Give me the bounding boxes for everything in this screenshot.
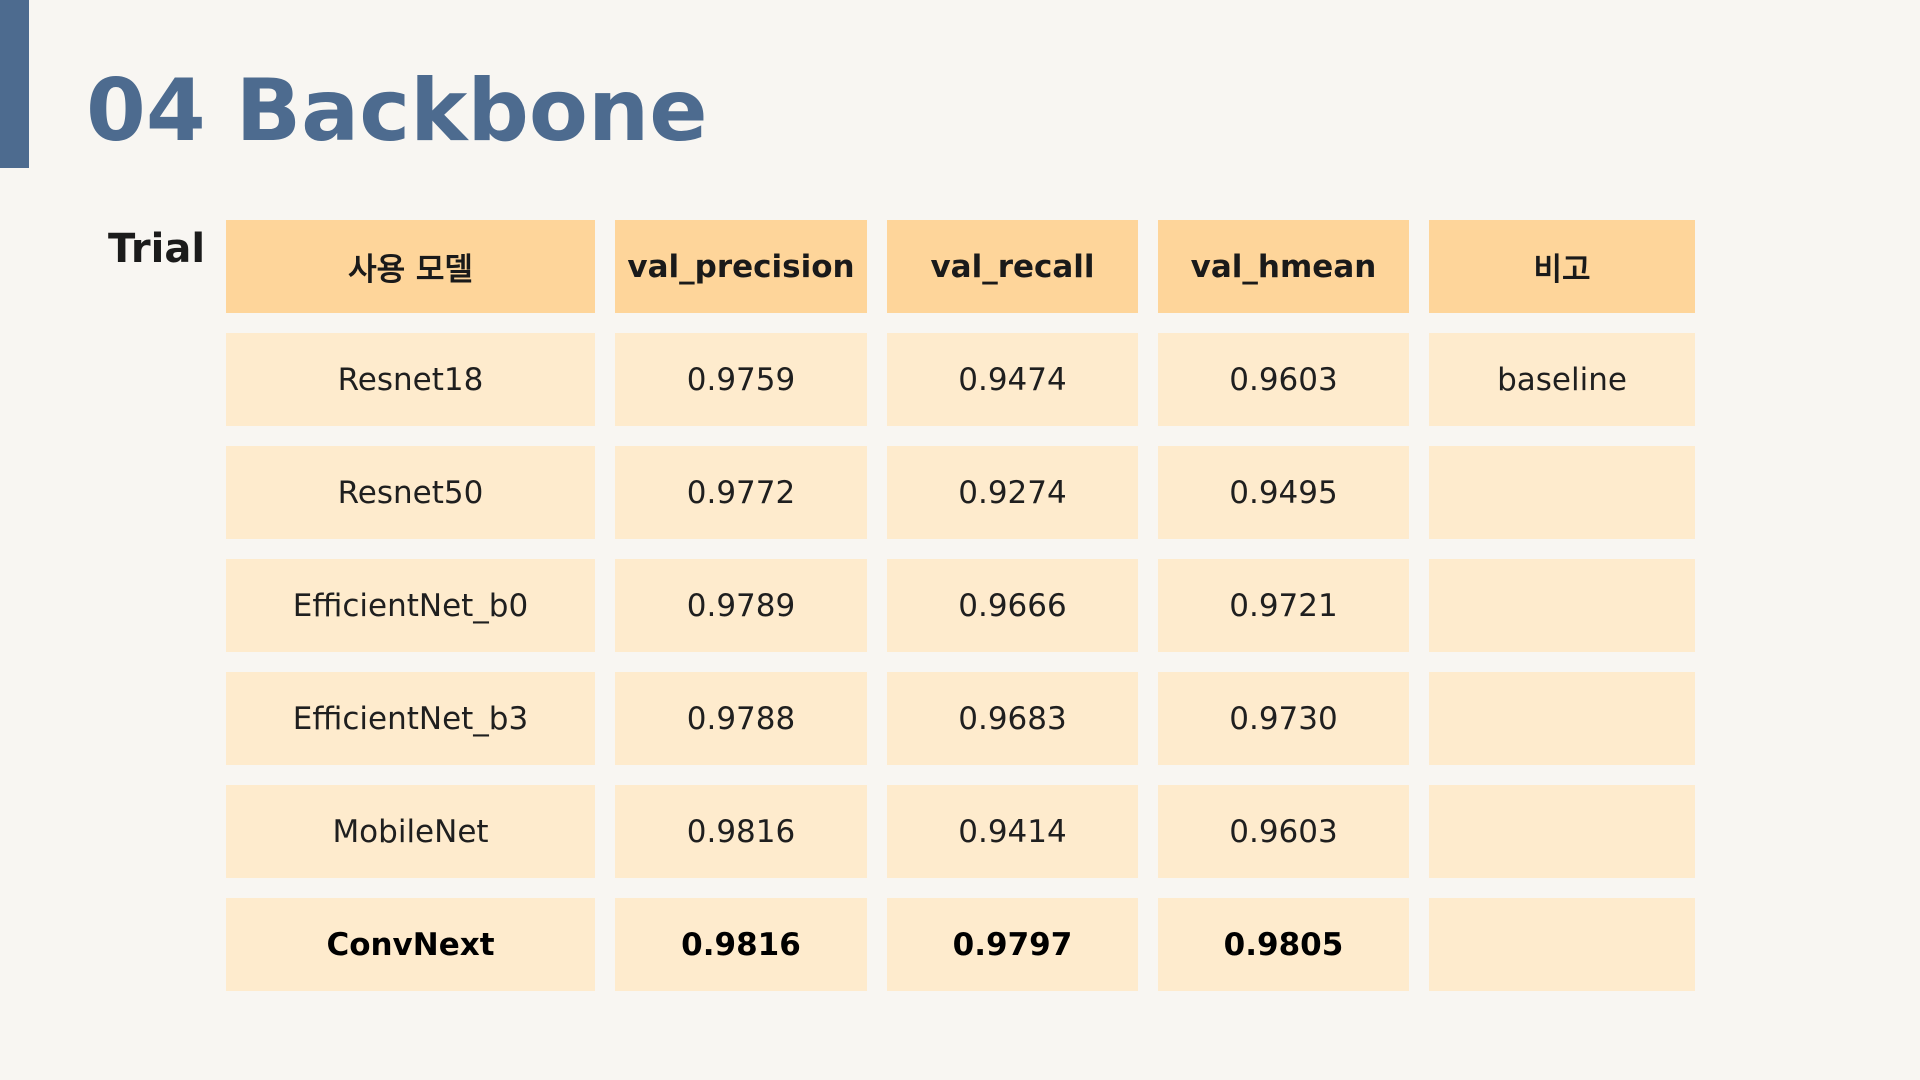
cell-note: [1429, 559, 1695, 652]
slide-title: 04 Backbone: [86, 61, 708, 161]
cell-val-hmean: 0.9721: [1158, 559, 1409, 652]
cell-model: MobileNet: [226, 785, 595, 878]
cell-model: Resnet50: [226, 446, 595, 539]
cell-val-precision: 0.9759: [615, 333, 867, 426]
cell-val-precision: 0.9816: [615, 785, 867, 878]
cell-val-recall-best: 0.9797: [887, 898, 1138, 991]
results-table: 사용 모델 val_precision val_recall val_hmean…: [226, 220, 1695, 991]
cell-model: EfficientNet_b0: [226, 559, 595, 652]
header-val-hmean: val_hmean: [1158, 220, 1409, 313]
cell-note: [1429, 672, 1695, 765]
cell-model: Resnet18: [226, 333, 595, 426]
cell-val-precision: 0.9772: [615, 446, 867, 539]
cell-note: baseline: [1429, 333, 1695, 426]
header-val-recall: val_recall: [887, 220, 1138, 313]
header-val-precision: val_precision: [615, 220, 867, 313]
cell-val-precision-best: 0.9816: [615, 898, 867, 991]
cell-val-recall: 0.9474: [887, 333, 1138, 426]
cell-val-recall: 0.9683: [887, 672, 1138, 765]
cell-val-hmean: 0.9730: [1158, 672, 1409, 765]
cell-val-hmean-best: 0.9805: [1158, 898, 1409, 991]
cell-val-hmean: 0.9603: [1158, 333, 1409, 426]
trial-label: Trial: [108, 226, 206, 272]
cell-note: [1429, 898, 1695, 991]
cell-val-recall: 0.9666: [887, 559, 1138, 652]
cell-model-best: ConvNext: [226, 898, 595, 991]
cell-val-hmean: 0.9495: [1158, 446, 1409, 539]
cell-val-precision: 0.9788: [615, 672, 867, 765]
header-model: 사용 모델: [226, 220, 595, 313]
cell-note: [1429, 785, 1695, 878]
cell-val-recall: 0.9414: [887, 785, 1138, 878]
cell-val-recall: 0.9274: [887, 446, 1138, 539]
accent-bar: [0, 0, 29, 168]
cell-note: [1429, 446, 1695, 539]
header-note: 비고: [1429, 220, 1695, 313]
cell-val-precision: 0.9789: [615, 559, 867, 652]
cell-model: EfficientNet_b3: [226, 672, 595, 765]
cell-val-hmean: 0.9603: [1158, 785, 1409, 878]
